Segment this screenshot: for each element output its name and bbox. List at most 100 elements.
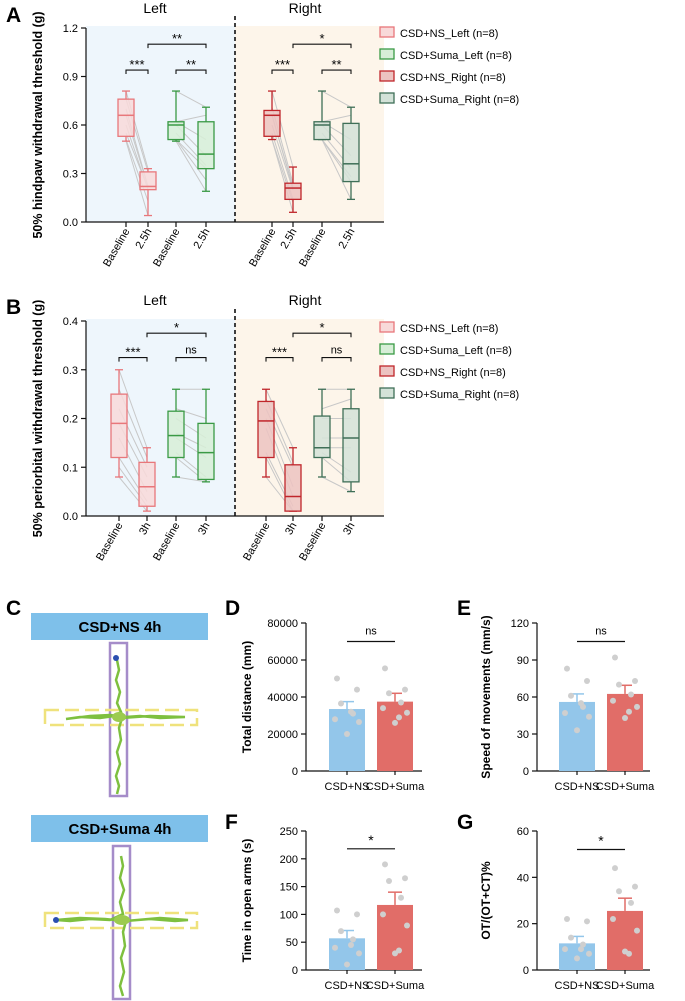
y-tick-label: 40 <box>517 872 529 884</box>
panel-label-b: B <box>6 296 21 319</box>
maze-ns-title: CSD+NS 4h <box>79 619 162 636</box>
data-point <box>580 941 586 948</box>
y-tick-label: 100 <box>280 909 298 921</box>
legend-label: CSD+Suma_Right (n=8) <box>400 389 519 401</box>
significance-bracket <box>292 43 352 49</box>
y-tick-label: 0.1 <box>63 462 78 474</box>
data-point <box>338 928 344 935</box>
x-tick-label: 2.5h <box>336 227 357 252</box>
paired-line <box>321 139 352 200</box>
paired-line <box>321 114 352 123</box>
significance-bracket <box>321 69 352 75</box>
data-point <box>632 677 638 684</box>
significance-bracket <box>175 357 207 362</box>
box <box>167 410 185 459</box>
panel-label-f: F <box>225 811 238 834</box>
y-tick-label: 0.3 <box>63 365 78 377</box>
data-point <box>622 714 628 721</box>
legend-label: CSD+NS_Right (n=8) <box>400 72 506 84</box>
paired-line <box>265 389 294 448</box>
panel-label-c: C <box>6 597 21 620</box>
x-tick-label: CSD+Suma <box>366 980 425 992</box>
data-point <box>334 907 340 914</box>
chart-d: 0 20000 40000 60000 80000 Total distance (mm)… <box>240 618 425 793</box>
panel-label-a: A <box>6 4 21 27</box>
y-tick-label: 90 <box>517 655 529 667</box>
box <box>197 121 215 170</box>
y-tick-label: 0.3 <box>63 169 78 181</box>
group-right-b: Right <box>289 292 322 308</box>
y-tick-label: 50 <box>286 937 298 949</box>
x-tick-label: 3h <box>341 521 358 538</box>
legend-label: CSD+Suma_Left (n=8) <box>400 345 512 357</box>
x-tick-label: CSD+NS <box>555 980 600 992</box>
significance-bracket <box>265 357 294 362</box>
x-tick-label: Baseline <box>101 227 132 270</box>
y-tick-label: 0 <box>292 766 298 778</box>
box <box>167 121 185 141</box>
group-right-a: Right <box>289 0 322 16</box>
x-tick-label: CSD+Suma <box>596 781 655 793</box>
significance-label: * <box>174 320 179 335</box>
box <box>342 122 360 183</box>
maze-ns-start-dot <box>113 655 119 661</box>
y-tick-label: 200 <box>280 854 298 866</box>
group-left-b: Left <box>143 292 166 308</box>
group-left-a: Left <box>143 0 166 16</box>
maze-suma-start-dot <box>53 917 59 923</box>
box <box>284 182 302 201</box>
significance-label: ns <box>331 345 343 357</box>
data-point <box>332 716 338 723</box>
data-point <box>616 888 622 895</box>
x-tick-label: CSD+NS <box>325 980 370 992</box>
data-point <box>380 911 386 918</box>
y-tick-label: 0 <box>523 965 529 977</box>
y-tick-label: 0 <box>523 766 529 778</box>
significance-label: *** <box>275 57 290 72</box>
data-point <box>356 950 362 957</box>
y-tick-label: 150 <box>280 882 298 894</box>
y-tick-label: 40000 <box>267 692 298 704</box>
y-tick-label: 20000 <box>267 729 298 741</box>
data-point <box>382 665 388 672</box>
x-tick-label: CSD+Suma <box>366 781 425 793</box>
x-tick-label: Baseline <box>247 227 278 270</box>
x-tick-label: 3h <box>137 521 154 538</box>
significance-bracket <box>146 332 207 338</box>
right-group-background <box>235 26 384 222</box>
data-point <box>628 899 634 906</box>
y-tick-label: 60000 <box>267 655 298 667</box>
data-point <box>610 916 616 923</box>
data-point <box>568 692 574 699</box>
panel-label-e: E <box>457 597 471 620</box>
data-point <box>632 883 638 890</box>
data-point <box>616 681 622 688</box>
x-tick-label: 3h <box>283 521 300 538</box>
data-point <box>344 731 350 737</box>
data-point <box>584 918 590 925</box>
x-tick-label: Baseline <box>151 227 182 270</box>
maze-suma-open-arm-box <box>43 911 199 930</box>
x-tick-label: Baseline <box>297 521 328 564</box>
significance-bracket <box>118 357 148 362</box>
data-point <box>578 946 584 953</box>
y-tick-label: 250 <box>280 826 298 838</box>
paired-line <box>271 139 294 213</box>
box <box>342 408 360 483</box>
significance-label: ns <box>185 345 197 357</box>
x-tick-label: Baseline <box>241 521 272 564</box>
legend-label: CSD+NS_Right (n=8) <box>400 367 506 379</box>
x-tick-label: Baseline <box>151 521 182 564</box>
paired-line <box>175 114 207 123</box>
significance-label: ns <box>365 626 377 638</box>
legend-a: CSD+NS_Left (n=8) CSD+Suma_Left (n=8) CSD+… <box>379 26 519 106</box>
data-point <box>398 699 404 706</box>
significance-label: *** <box>129 57 144 72</box>
data-point <box>562 946 568 953</box>
data-point <box>586 950 592 957</box>
data-point <box>380 705 386 712</box>
box <box>257 400 275 459</box>
maze-suma-banner <box>31 815 208 842</box>
significance-label: * <box>319 320 324 335</box>
